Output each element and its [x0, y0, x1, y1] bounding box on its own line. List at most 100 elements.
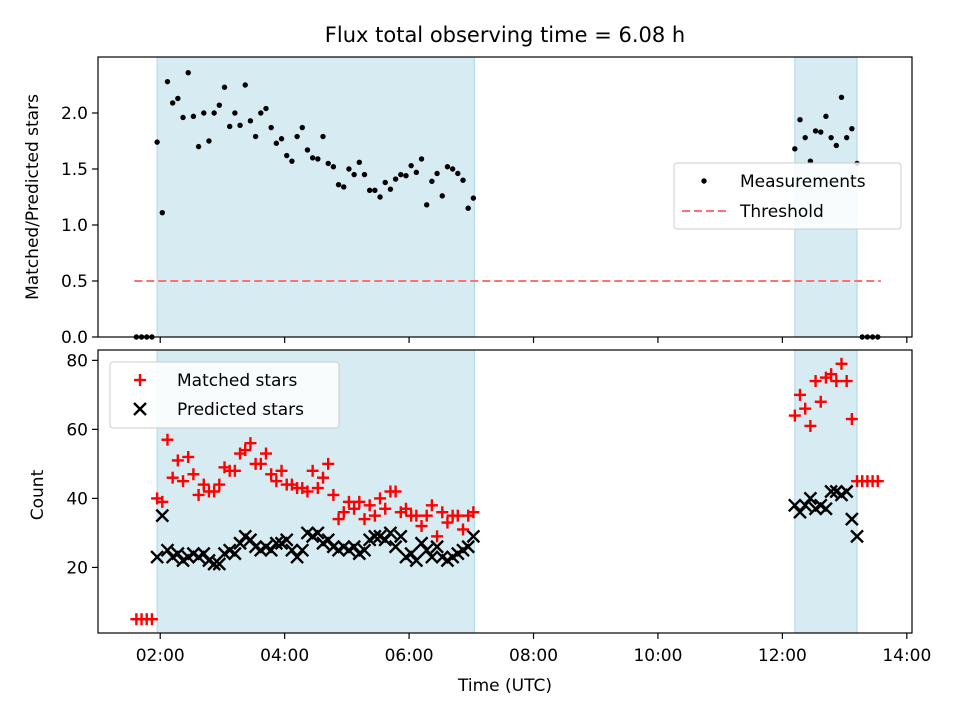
predicted-stars-point [414, 536, 429, 551]
matched-stars-point [327, 488, 340, 501]
measurement-point [335, 181, 342, 188]
predicted-stars-point [290, 550, 304, 564]
bottom-y-axis: 20 40 60 80 [66, 351, 98, 578]
predicted-stars-point [378, 532, 393, 547]
matched-stars-point [301, 485, 314, 498]
measurement-point [284, 152, 290, 159]
measurement-point [299, 124, 305, 131]
measurement-point [341, 184, 347, 190]
matched-stars-point [441, 516, 454, 529]
measurement-point [320, 133, 326, 140]
measurement-point [263, 105, 269, 112]
matched-stars-point [804, 419, 817, 432]
measurement-point [216, 102, 223, 108]
matched-stars-point [177, 475, 190, 488]
measurement-point [252, 133, 259, 140]
measurement-point [226, 123, 233, 130]
legend-predicted-marker [133, 402, 147, 416]
predicted-stars-point [228, 546, 242, 561]
matched-stars-point [270, 475, 283, 488]
measurement-point [823, 113, 829, 120]
matched-stars-point [348, 502, 361, 515]
predicted-stars-point [466, 529, 481, 544]
measurement-point [833, 142, 840, 149]
top-panel: 0.00.51.01.52.0 Matched/Predicted stars … [23, 56, 913, 348]
measurement-point [273, 140, 280, 146]
measurement-point [424, 202, 430, 208]
predicted-stars-point [850, 529, 864, 544]
matched-stars-point [259, 447, 272, 460]
measurement-point [221, 84, 228, 90]
matched-stars-point [156, 495, 169, 508]
predicted-stars-point [170, 546, 185, 561]
matched-stars-point [332, 513, 345, 526]
measurement-point [346, 166, 352, 172]
measurement-point [206, 138, 212, 144]
bottom-y-tick-label: 80 [66, 351, 88, 371]
bottom-y-tick-label: 20 [66, 558, 88, 578]
matched-stars-point [467, 506, 480, 519]
measurement-point [444, 164, 451, 170]
matched-stars-point [244, 437, 257, 450]
measurement-point [289, 158, 295, 164]
predicted-stars-point [160, 543, 175, 558]
measurement-point [361, 171, 368, 178]
measurement-point [356, 159, 363, 165]
matched-stars-point [166, 471, 179, 484]
predicted-stars-point [383, 526, 398, 540]
measurement-point [154, 139, 160, 145]
predicted-stars-point [295, 543, 310, 558]
predicted-stars-point [212, 557, 227, 571]
measurement-point [465, 205, 471, 211]
x-tick-label: 02:00 [136, 646, 185, 666]
top-y-axis-label: Matched/Predicted stars [23, 94, 43, 300]
measurement-point [408, 162, 414, 169]
measurement-point [278, 136, 285, 142]
measurement-point [237, 122, 243, 129]
bottom-x-axis: 02:00 04:00 06:00 08:00 10:00 12:00 14:00 [136, 633, 931, 666]
measurement-point [398, 171, 404, 178]
measurement-point [849, 125, 855, 132]
bottom-y-axis-label: Count [28, 469, 48, 520]
legend-threshold-label: Threshold [739, 202, 824, 222]
matched-stars-point [353, 495, 366, 508]
measurement-point [838, 94, 845, 101]
measurement-point [460, 177, 466, 183]
top-y-tick-label: 2.0 [61, 104, 88, 124]
predicted-stars-point [793, 505, 807, 520]
predicted-stars-point [393, 529, 408, 544]
top-legend-box [673, 162, 902, 230]
measurement-point [418, 156, 425, 162]
predicted-stars-point [285, 543, 299, 558]
predicted-stars-point [798, 498, 813, 513]
chart-title: Flux total observing time = 6.08 h [325, 23, 685, 47]
predicted-stars-point [388, 539, 403, 554]
matched-stars-point [374, 492, 387, 505]
matched-stars-point [337, 506, 350, 519]
matched-stars-point [187, 468, 200, 481]
matched-stars-point [275, 464, 288, 477]
measurement-point [377, 194, 383, 200]
matched-stars-point [213, 478, 226, 491]
top-x-ticks [159, 337, 908, 343]
matched-stars-point [871, 475, 884, 488]
matched-stars-point [457, 523, 470, 536]
matched-stars-point [825, 368, 838, 381]
measurement-point [843, 134, 850, 141]
matched-stars-point [799, 402, 812, 415]
predicted-stars-point [196, 546, 211, 561]
matched-stars-point [145, 613, 158, 626]
measurement-point [470, 195, 477, 201]
measurement-point [828, 134, 834, 141]
predicted-stars-point [461, 539, 476, 554]
matched-stars-point [415, 520, 428, 533]
measurement-point [294, 133, 300, 140]
matched-stars-point [322, 457, 335, 470]
matched-stars-point [239, 444, 252, 457]
x-tick-label: 06:00 [385, 646, 434, 666]
x-tick-label: 14:00 [882, 646, 931, 666]
matched-stars-point [265, 468, 278, 481]
x-tick-label: 12:00 [758, 646, 807, 666]
predicted-stars-point [824, 484, 838, 499]
matched-stars-point [830, 375, 843, 388]
